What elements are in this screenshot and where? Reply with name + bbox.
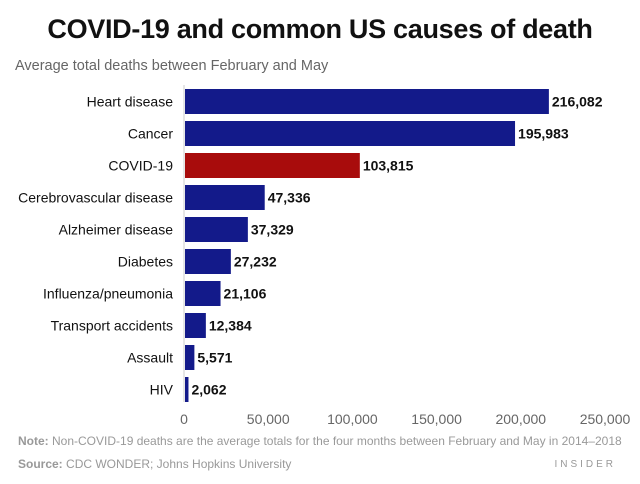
category-label-1: Cancer [128, 126, 173, 142]
value-label-5: 27,232 [234, 254, 277, 270]
note-text: Non-COVID-19 deaths are the average tota… [48, 434, 622, 448]
value-label-4: 37,329 [251, 222, 294, 238]
category-label-7: Transport accidents [51, 318, 173, 334]
bar-9 [185, 377, 189, 402]
category-label-8: Assault [127, 350, 173, 366]
x-tick-label-2: 100,000 [327, 411, 378, 427]
category-label-4: Alzheimer disease [59, 222, 174, 238]
category-label-9: HIV [150, 382, 174, 398]
value-label-2: 103,815 [363, 158, 414, 174]
value-label-8: 5,571 [197, 350, 232, 366]
value-label-9: 2,062 [191, 382, 226, 398]
value-label-3: 47,336 [268, 190, 311, 206]
bar-4 [185, 217, 248, 242]
value-label-1: 195,983 [518, 126, 569, 142]
chart-note: Note: Non-COVID-19 deaths are the averag… [18, 434, 622, 448]
category-label-3: Cerebrovascular disease [18, 190, 173, 206]
bar-8 [185, 345, 195, 370]
x-tick-label-0: 0 [180, 411, 188, 427]
bar-0 [185, 89, 549, 114]
note-label: Note: [18, 434, 49, 448]
value-label-0: 216,082 [552, 94, 603, 110]
chart-subtitle: Average total deaths between February an… [15, 58, 329, 74]
category-label-2: COVID-19 [108, 158, 173, 174]
chart-title: COVID-19 and common US causes of death [47, 14, 593, 44]
x-tick-label-5: 250,000 [580, 411, 631, 427]
x-tick-label-4: 200,000 [495, 411, 546, 427]
bar-3 [185, 185, 265, 210]
bar-1 [185, 121, 516, 146]
brand-logo: INSIDER [554, 459, 616, 470]
x-tick-label-3: 150,000 [411, 411, 462, 427]
chart-source: Source: CDC WONDER; Johns Hopkins Univer… [18, 457, 291, 471]
bar-7 [185, 313, 206, 338]
category-label-5: Diabetes [118, 254, 173, 270]
x-tick-label-1: 50,000 [247, 411, 290, 427]
value-label-7: 12,384 [209, 318, 252, 334]
source-text: CDC WONDER; Johns Hopkins University [62, 457, 292, 471]
category-label-6: Influenza/pneumonia [43, 286, 173, 302]
bar-5 [185, 249, 231, 274]
category-label-0: Heart disease [87, 94, 174, 110]
bar-6 [185, 281, 221, 306]
bar-2 [185, 153, 360, 178]
value-label-6: 21,106 [224, 286, 267, 302]
source-label: Source: [18, 457, 63, 471]
